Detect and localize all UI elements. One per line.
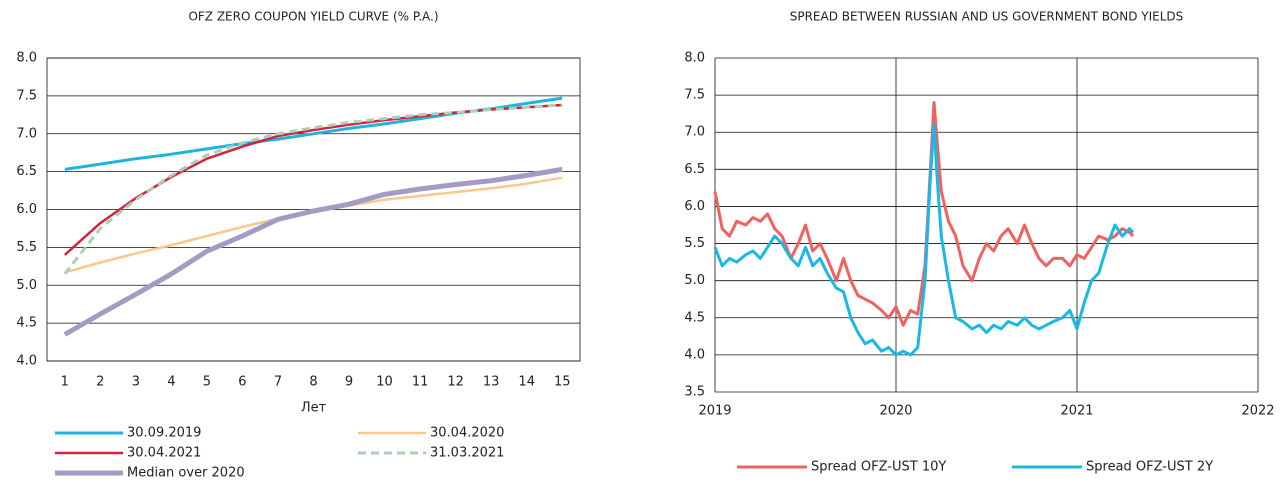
y-tick-label: 5.5 (16, 240, 37, 255)
y-tick-label: 7.0 (16, 126, 37, 141)
x-tick-label: 8 (309, 375, 317, 390)
x-tick-label: 7 (274, 375, 282, 390)
y-tick-label: 7.0 (684, 125, 705, 140)
chart-title: SPREAD BETWEEN RUSSIAN AND US GOVERNMENT… (790, 10, 1184, 24)
series-line (64, 176, 563, 274)
y-tick-label: 6.0 (16, 202, 37, 217)
legend-label: Spread OFZ-UST 10Y (811, 460, 946, 475)
y-tick-label: 8.0 (684, 51, 705, 66)
y-tick-label: 5.0 (684, 273, 705, 288)
x-tick-label: 14 (518, 375, 535, 390)
x-tick-label: 12 (447, 375, 464, 390)
x-tick-label: 1 (61, 375, 69, 390)
x-tick-label: 6 (238, 375, 246, 390)
x-tick-label: 2021 (1060, 404, 1093, 419)
x-tick-label: 5 (203, 375, 211, 390)
y-tick-label: 4.5 (16, 316, 37, 331)
y-tick-label: 5.5 (684, 236, 705, 251)
y-tick-label: 4.0 (16, 354, 37, 369)
y-tick-label: 5.0 (16, 278, 37, 293)
y-tick-label: 6.0 (684, 199, 705, 214)
legend-label: 30.04.2020 (430, 426, 504, 441)
x-tick-label: 2022 (1241, 404, 1274, 419)
y-tick-label: 8.0 (16, 51, 37, 66)
series-line (63, 103, 563, 275)
legend-label: Spread OFZ-UST 2Y (1086, 460, 1213, 475)
plot-frame (46, 57, 581, 362)
x-tick-label: 2020 (879, 404, 912, 419)
x-tick-label: 3 (132, 375, 140, 390)
series-line (63, 166, 563, 337)
x-tick-label: 2019 (698, 404, 731, 419)
y-tick-label: 7.5 (16, 88, 37, 103)
legend-label: 30.09.2019 (127, 426, 201, 441)
y-tick-label: 6.5 (16, 164, 37, 179)
legend-label: 31.03.2021 (430, 446, 504, 461)
legend-label: 30.04.2021 (127, 446, 201, 461)
x-axis-label: Лет (301, 401, 327, 416)
y-tick-label: 7.5 (684, 88, 705, 103)
y-tick-label: 4.5 (684, 310, 705, 325)
y-tick-label: 4.0 (684, 347, 705, 362)
x-tick-label: 10 (376, 375, 393, 390)
series-line (713, 123, 1135, 357)
x-tick-label: 2 (96, 375, 104, 390)
x-tick-label: 4 (167, 375, 175, 390)
y-tick-label: 3.5 (684, 385, 705, 400)
x-tick-label: 11 (412, 375, 429, 390)
legend-label: Median over 2020 (127, 466, 245, 481)
chart-title: OFZ ZERO COUPON YIELD CURVE (% P.A.) (188, 10, 438, 24)
x-tick-label: 15 (554, 375, 571, 390)
x-tick-label: 13 (483, 375, 500, 390)
x-tick-label: 9 (345, 375, 353, 390)
y-tick-label: 6.5 (684, 162, 705, 177)
